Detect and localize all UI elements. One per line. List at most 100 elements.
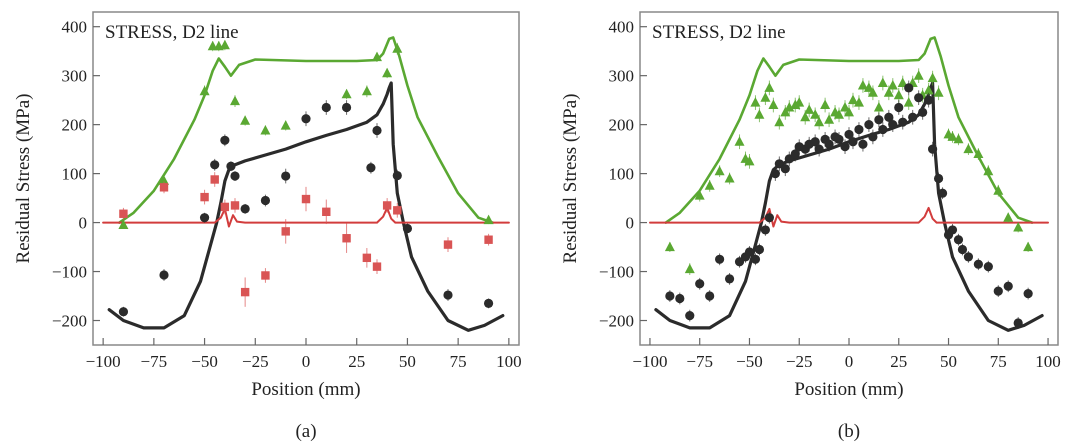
chart-b-black-data-point bbox=[790, 149, 800, 159]
chart-b-black-data-point bbox=[665, 291, 675, 301]
chart-a-red-data-point bbox=[261, 271, 270, 280]
chart-b-green-data-point bbox=[834, 109, 844, 119]
chart-b-black-data-point bbox=[908, 112, 918, 122]
chart-b-black-data-point bbox=[947, 225, 958, 235]
chart-a-black-data-point bbox=[230, 171, 240, 181]
chart-b-black-data-point bbox=[824, 139, 834, 149]
chart-a-x-tick-label: −100 bbox=[86, 352, 121, 371]
chart-b-black-data-point bbox=[695, 279, 705, 289]
chart-b-y-tick-label: 100 bbox=[609, 165, 635, 184]
chart-b-green-data-point bbox=[780, 106, 791, 117]
chart-a-x-tick-label: 75 bbox=[450, 352, 467, 371]
chart-a-red-data-point bbox=[393, 206, 402, 215]
chart-a-black-model-line bbox=[107, 81, 505, 332]
chart-b-black-data-point bbox=[754, 244, 765, 255]
chart-b-black-data-point bbox=[840, 142, 850, 152]
chart-a-y-axis-label: Residual Stress (MPa) bbox=[13, 94, 34, 264]
chart-a-black-data-point bbox=[301, 114, 311, 124]
chart-a-black-data-point bbox=[118, 307, 129, 317]
chart-b-green-data-point bbox=[893, 89, 904, 100]
chart-a-green-data-point bbox=[382, 67, 393, 78]
chart-a-y-tick-label: −200 bbox=[52, 312, 87, 331]
chart-b-green-data-point bbox=[774, 116, 785, 127]
chart-a-black-data-point bbox=[321, 102, 331, 113]
chart-b-x-tick-label: −75 bbox=[686, 352, 713, 371]
chart-b-green-data-point bbox=[927, 72, 938, 83]
chart-b-panel-label: (b) bbox=[838, 421, 860, 442]
chart-a-red-data-point bbox=[362, 253, 372, 263]
chart-b-black-data-point bbox=[780, 164, 790, 174]
chart-b-black-data-point bbox=[957, 244, 968, 255]
chart-a-black-data-point bbox=[372, 125, 382, 136]
chart-a-black-data-point bbox=[281, 171, 291, 181]
chart-b-green-data-point bbox=[800, 111, 811, 122]
chart-b-green-data-point bbox=[820, 99, 831, 109]
chart-b-green-data-point bbox=[768, 99, 779, 109]
chart-a-red-data-point bbox=[200, 192, 209, 202]
chart-b-green-data-point bbox=[810, 109, 821, 119]
chart-a-red-data-point bbox=[382, 201, 392, 210]
chart-b-black-data-point bbox=[675, 293, 685, 304]
chart-a-red-data-point bbox=[372, 262, 382, 271]
chart-b-green-data-point bbox=[804, 104, 815, 114]
chart-b-green-data-point bbox=[790, 99, 801, 109]
chart-b-x-axis-label: Position (mm) bbox=[794, 379, 903, 400]
chart-b-green-data-point bbox=[867, 87, 878, 97]
chart-b-green-data-point bbox=[764, 82, 775, 92]
chart-a-green-data-point bbox=[392, 43, 403, 53]
chart-a-x-tick-label: −75 bbox=[141, 352, 168, 371]
chart-b-green-data-point bbox=[664, 241, 675, 252]
chart-b-green-data-point bbox=[1013, 222, 1024, 232]
chart-a-black-data-point bbox=[366, 163, 376, 173]
chart-a-red-data-point bbox=[281, 227, 290, 236]
chart-b-black-data-point bbox=[983, 262, 993, 272]
chart-b-black-data-point bbox=[834, 134, 844, 144]
chart-b-black-data-point bbox=[878, 124, 888, 135]
chart-b-green-data-point bbox=[724, 173, 735, 183]
chart-b-black-data-point bbox=[844, 129, 854, 140]
chart-a-x-tick-label: −50 bbox=[191, 352, 218, 371]
chart-b-black-data-point bbox=[770, 169, 780, 179]
chart-b-x-tick-label: −25 bbox=[786, 352, 813, 371]
chart-a-black-data-point bbox=[220, 135, 230, 145]
chart-b-green-data-point bbox=[694, 190, 705, 200]
chart-a-title: STRESS, D2 line bbox=[105, 22, 239, 43]
chart-b-black-data-point bbox=[858, 139, 868, 149]
chart-a-black-data-point bbox=[392, 170, 402, 181]
chart-a-red-data-point bbox=[240, 287, 250, 297]
chart-b-green-data-point bbox=[734, 136, 745, 146]
chart-a-black-data-point bbox=[402, 223, 413, 234]
chart-a-green-data-point bbox=[483, 214, 494, 225]
chart-b-x-tick-label: 75 bbox=[990, 352, 1007, 371]
chart-a-red-data-point bbox=[342, 234, 351, 243]
chart-a-panel-label: (a) bbox=[295, 421, 316, 442]
chart-b-y-axis-label: Residual Stress (MPa) bbox=[560, 94, 581, 264]
chart-a-red-data-point bbox=[220, 202, 230, 212]
chart-b-black-data-point bbox=[1023, 288, 1033, 299]
chart-b-y-tick-label: 0 bbox=[626, 214, 635, 233]
chart-b-y-tick-label: 300 bbox=[609, 67, 635, 86]
chart-b-green-data-point bbox=[947, 131, 958, 141]
chart-a-red-data-point bbox=[301, 194, 311, 204]
chart-b-black-data-point bbox=[888, 120, 898, 130]
chart-a-y-tick-label: 300 bbox=[62, 67, 88, 86]
chart-a-red-data-point bbox=[443, 240, 453, 249]
chart-b-y-tick-label: −200 bbox=[599, 312, 634, 331]
chart-a-x-tick-label: 0 bbox=[302, 352, 311, 371]
chart-b-black-data-point bbox=[810, 137, 820, 147]
chart-a-black-data-point bbox=[443, 290, 453, 300]
chart-b-green-data-point bbox=[684, 263, 695, 274]
chart-a-black-data-point bbox=[341, 102, 352, 113]
chart-a-y-tick-label: 0 bbox=[79, 214, 88, 233]
chart-b-green-data-point bbox=[1023, 241, 1034, 252]
chart-a-green-data-point bbox=[159, 175, 169, 185]
chart-b-black-data-point bbox=[744, 247, 755, 257]
chart-b-black-data-point bbox=[884, 112, 894, 122]
chart-b-green-data-point bbox=[714, 165, 725, 176]
chart-a-black-data-point bbox=[159, 270, 169, 280]
chart-b-green-data-point bbox=[857, 80, 868, 90]
chart-a-x-tick-label: 100 bbox=[496, 352, 522, 371]
chart-a-y-tick-label: 100 bbox=[62, 165, 88, 184]
chart-b-green-model-line bbox=[664, 36, 1034, 224]
chart-b-x-tick-label: −100 bbox=[632, 352, 667, 371]
